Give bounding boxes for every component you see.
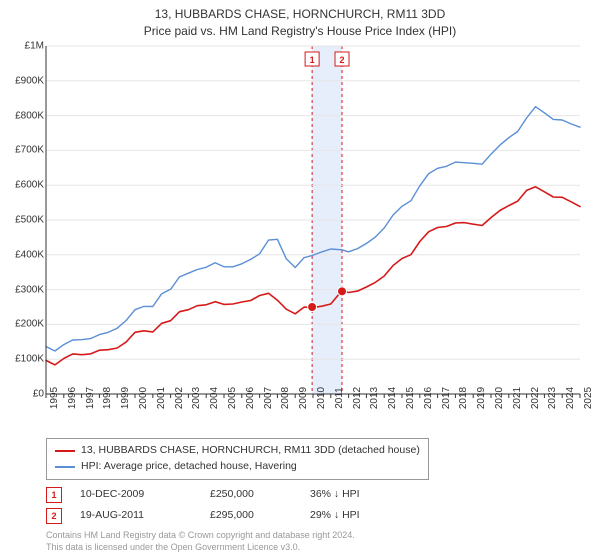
x-tick-label: 2000 [138,387,149,409]
y-tick-label: £200K [4,319,44,330]
footer-line1: Contains HM Land Registry data © Crown c… [46,530,355,542]
x-tick-label: 1995 [49,387,60,409]
sale-date: 19-AUG-2011 [80,505,210,526]
x-tick-label: 2011 [334,387,345,409]
x-tick-label: 2018 [458,387,469,409]
sale-marker-icon: 2 [46,508,62,524]
legend-row: 13, HUBBARDS CHASE, HORNCHURCH, RM11 3DD… [55,443,420,459]
y-tick-label: £700K [4,145,44,156]
y-tick-label: £400K [4,249,44,260]
chart-container: 13, HUBBARDS CHASE, HORNCHURCH, RM11 3DD… [0,0,600,560]
sale-diff: 29% ↓ HPI [310,505,360,526]
chart-svg: 12 [0,0,600,440]
x-tick-label: 2006 [245,387,256,409]
legend-swatch [55,450,75,452]
x-tick-label: 2020 [494,387,505,409]
sale-diff: 36% ↓ HPI [310,484,360,505]
x-tick-label: 2021 [512,387,523,409]
x-tick-label: 2015 [405,387,416,409]
sale-marker-icon: 1 [46,487,62,503]
sale-row: 1 10-DEC-2009£250,00036% ↓ HPI [46,484,360,505]
x-tick-label: 2025 [583,387,594,409]
x-tick-label: 2014 [387,387,398,409]
x-tick-label: 1998 [102,387,113,409]
footer-line2: This data is licensed under the Open Gov… [46,542,355,554]
y-tick-label: £800K [4,110,44,121]
x-tick-label: 2003 [191,387,202,409]
x-tick-label: 2024 [565,387,576,409]
y-tick-label: £500K [4,215,44,226]
x-tick-label: 2016 [423,387,434,409]
svg-text:2: 2 [340,55,345,65]
y-tick-label: £600K [4,180,44,191]
legend-box: 13, HUBBARDS CHASE, HORNCHURCH, RM11 3DD… [46,438,429,480]
y-tick-label: £300K [4,284,44,295]
sales-table: 1 10-DEC-2009£250,00036% ↓ HPI 2 19-AUG-201… [46,484,360,526]
svg-text:1: 1 [310,55,315,65]
y-tick-label: £900K [4,75,44,86]
x-tick-label: 2022 [530,387,541,409]
x-tick-label: 1999 [120,387,131,409]
legend-swatch [55,466,75,468]
legend-label: HPI: Average price, detached house, Have… [81,459,297,475]
x-tick-label: 2004 [209,387,220,409]
x-tick-label: 2008 [280,387,291,409]
x-tick-label: 1996 [67,387,78,409]
y-tick-label: £100K [4,354,44,365]
x-tick-label: 2010 [316,387,327,409]
y-tick-label: £0 [4,389,44,400]
x-tick-label: 2017 [441,387,452,409]
x-tick-label: 2023 [547,387,558,409]
x-tick-label: 2009 [298,387,309,409]
x-tick-label: 2001 [156,387,167,409]
x-tick-label: 2012 [352,387,363,409]
legend-row: HPI: Average price, detached house, Have… [55,459,420,475]
sale-price: £250,000 [210,484,310,505]
footer-note: Contains HM Land Registry data © Crown c… [46,530,355,553]
y-tick-label: £1M [4,41,44,52]
sale-row: 2 19-AUG-2011£295,00029% ↓ HPI [46,505,360,526]
x-tick-label: 2007 [263,387,274,409]
x-tick-label: 2013 [369,387,380,409]
sale-date: 10-DEC-2009 [80,484,210,505]
legend-label: 13, HUBBARDS CHASE, HORNCHURCH, RM11 3DD… [81,443,420,459]
sale-price: £295,000 [210,505,310,526]
x-tick-label: 1997 [85,387,96,409]
x-tick-label: 2002 [174,387,185,409]
x-tick-label: 2019 [476,387,487,409]
x-tick-label: 2005 [227,387,238,409]
